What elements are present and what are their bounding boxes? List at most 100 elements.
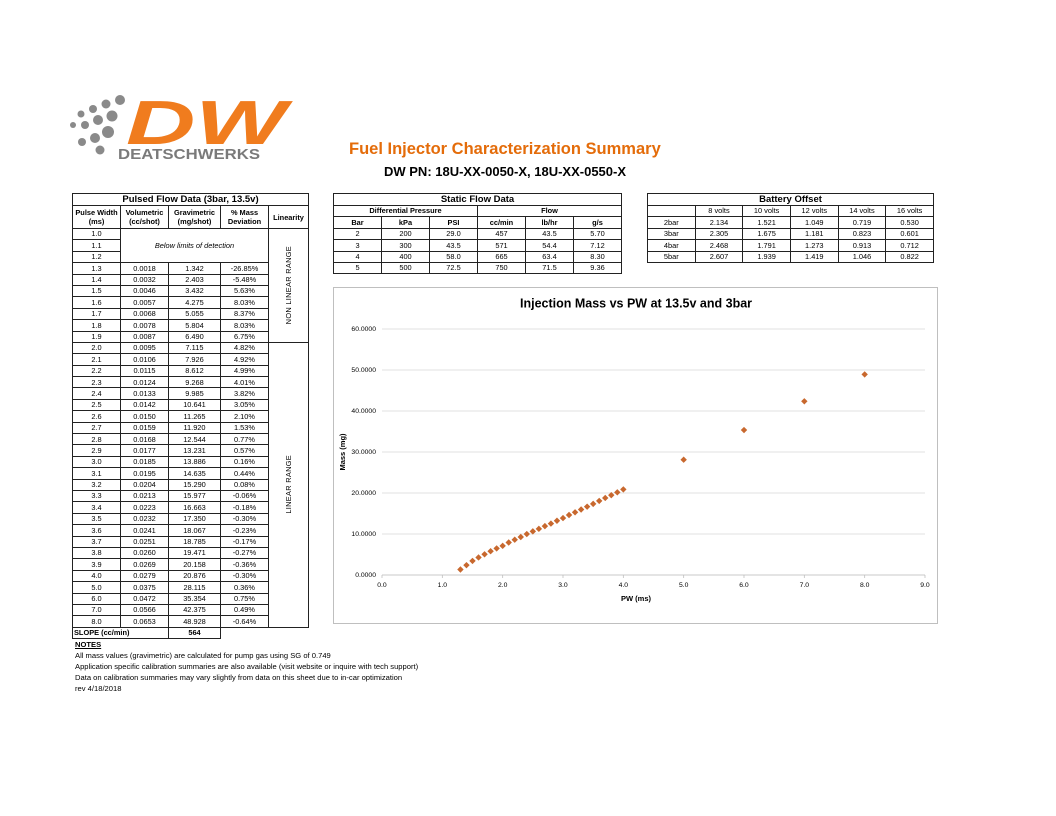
data-row: 2 200 29.0 457 43.5 5.70: [333, 227, 622, 241]
data-row: 3.7 0.0251 18.785 -0.17%: [72, 535, 309, 548]
cell: 0.0185: [120, 455, 169, 469]
cell: 54.4: [525, 239, 574, 252]
cell: 43.5: [429, 239, 478, 252]
data-row: 3.5 0.0232 17.350 -0.30%: [72, 512, 309, 526]
cell: 4bar: [647, 239, 696, 252]
column-header: 14 volts: [837, 204, 887, 218]
data-point: [680, 456, 687, 463]
data-point: [583, 503, 591, 510]
x-tick-label: 5.0: [679, 582, 689, 589]
cell: 0.0046: [120, 284, 169, 298]
cell: 0.16%: [220, 455, 269, 469]
column-header: g/s: [573, 216, 622, 229]
group-header: Differential Pressure: [333, 204, 478, 218]
cell: 1.6: [72, 296, 121, 309]
data-point: [511, 536, 518, 543]
cell: 500: [381, 261, 430, 275]
cell: 5.0: [72, 581, 121, 594]
cell: 1.939: [742, 250, 791, 263]
data-row: 8.0 0.0653 48.928 -0.64%: [72, 615, 309, 628]
row: Battery Offset: [647, 193, 934, 206]
cell: 3.4: [72, 501, 121, 514]
x-tick-label: 0.0: [377, 582, 387, 589]
cell: 0.601: [885, 227, 934, 241]
cell: 3.7: [72, 535, 121, 548]
data-row: 1.9 0.0087 6.490 6.75%: [72, 330, 309, 343]
cell: 1.1: [72, 239, 121, 252]
data-row: 1.5 0.0046 3.432 5.63%: [72, 284, 309, 298]
cell: 2: [333, 227, 382, 241]
data-point: [535, 525, 543, 533]
cell: 3.432: [168, 284, 221, 298]
cell: 8.03%: [220, 296, 269, 309]
cell: 2.1: [72, 353, 121, 366]
cell: 28.115: [168, 581, 221, 594]
data-row: 3.8 0.0260 19.471 -0.27%: [72, 546, 309, 560]
cell: 2.5: [72, 398, 121, 412]
cell: 1.046: [837, 250, 887, 263]
data-row: 4 400 58.0 665 63.4 8.30: [333, 250, 622, 263]
cell: 0.823: [837, 227, 887, 241]
header-line: (cc/shot): [129, 217, 160, 226]
data-point: [740, 426, 748, 434]
blank: [647, 204, 696, 218]
column-header: kPa: [381, 216, 430, 229]
cell: 0.0195: [120, 467, 169, 480]
data-point: [602, 494, 609, 502]
cell: -0.18%: [220, 501, 269, 514]
cell: 29.0: [429, 227, 478, 241]
notes-heading: NOTES: [75, 640, 102, 649]
data-row: 5.0 0.0375 28.115 0.36%: [72, 581, 309, 594]
data-row: 2.0 0.0095 7.115 4.82% LINEAR RANGE: [72, 341, 310, 628]
cell: 665: [477, 250, 526, 263]
x-tick-label: 1.0: [438, 582, 448, 589]
data-row: 2bar 2.134 1.521 1.049 0.719 0.530: [647, 216, 934, 229]
cell: 2.468: [694, 239, 744, 252]
cell: 6.0: [72, 592, 121, 605]
cell: 19.471: [168, 546, 221, 560]
cell: 0.57%: [220, 444, 269, 457]
cell: 2bar: [647, 216, 696, 229]
cell: 5.63%: [220, 284, 269, 298]
cell: 1.2: [72, 250, 121, 264]
logo-name: DEATSCHWERKS: [118, 146, 260, 163]
linearity-label: NON LINEAR RANGE: [283, 245, 293, 324]
cell: 1.7: [72, 307, 121, 321]
cell: -0.17%: [220, 535, 269, 548]
cell: 0.0232: [120, 512, 169, 526]
cell: 58.0: [429, 250, 478, 263]
slope-value: 564: [168, 626, 221, 640]
data-point: [481, 551, 488, 558]
cell: 0.0106: [120, 353, 169, 366]
data-row: 4.0 0.0279 20.876 -0.30%: [72, 569, 309, 583]
data-row: 2.5 0.0142 10.641 3.05%: [72, 398, 309, 412]
cell: 15.977: [168, 489, 221, 503]
cell: 0.77%: [220, 433, 269, 446]
cell: 48.928: [168, 615, 221, 628]
cell: -0.30%: [220, 512, 269, 526]
cell: 0.08%: [220, 478, 269, 492]
cell: -0.27%: [220, 546, 269, 560]
header-row: Pulse Width (ms) Volumetric (cc/shot) Gravim…: [72, 205, 310, 229]
cell: 8.37%: [220, 307, 269, 321]
table-title: Battery Offset: [647, 193, 934, 206]
cell: 7.0: [72, 603, 121, 617]
cell: 20.876: [168, 569, 221, 583]
cell: 7.926: [168, 353, 221, 366]
x-tick-label: 6.0: [739, 582, 749, 589]
data-point: [571, 509, 579, 516]
column-header: 8 volts: [694, 204, 744, 218]
cell: 0.0078: [120, 319, 169, 332]
slope-row: SLOPE (cc/min) 564: [72, 626, 309, 640]
cell: 0.44%: [220, 467, 269, 480]
cell: 0.36%: [220, 581, 269, 594]
cell: 3.3: [72, 489, 121, 503]
cell: 0.822: [885, 250, 934, 263]
column-header: Bar: [333, 216, 382, 229]
data-point: [589, 500, 597, 508]
cell: 0.0115: [120, 364, 169, 378]
data-row: 7.0 0.0566 42.375 0.49%: [72, 603, 309, 617]
cell: 11.920: [168, 421, 221, 435]
cell: 0.0279: [120, 569, 169, 583]
